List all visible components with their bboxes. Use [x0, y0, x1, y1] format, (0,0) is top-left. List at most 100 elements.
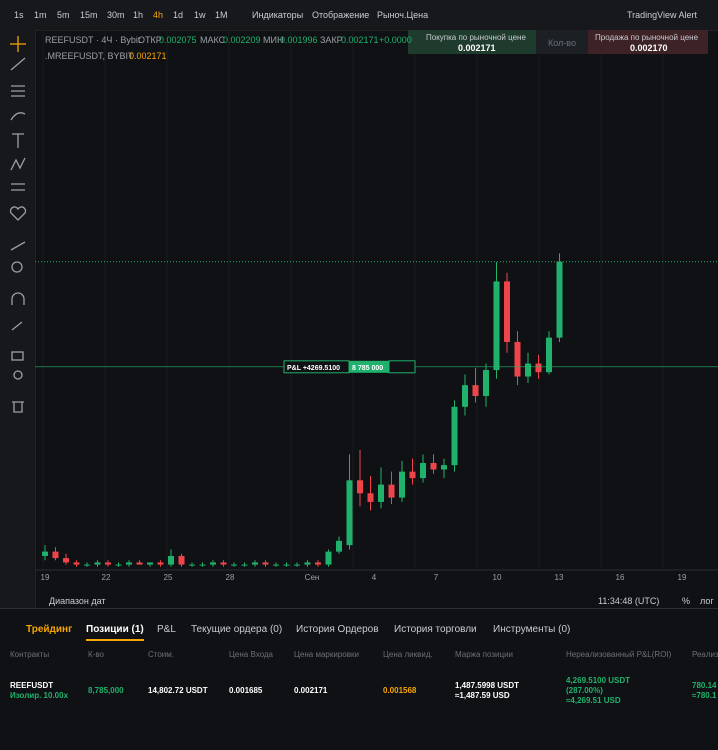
log-toggle[interactable]: лог	[700, 596, 714, 606]
table-cell: 0.002171	[294, 686, 328, 695]
menu-button[interactable]: Отображение	[312, 10, 370, 20]
tab[interactable]: История Ордеров	[296, 624, 379, 635]
candle-body	[430, 463, 437, 470]
candle-body	[262, 562, 269, 565]
table-cell: 0.001685	[229, 686, 263, 695]
candle-body	[441, 465, 447, 470]
candle-body	[273, 564, 279, 566]
candle-body	[315, 562, 321, 565]
candle-body	[546, 337, 552, 373]
candle-body	[178, 555, 185, 565]
x-axis-label: 22	[102, 573, 111, 582]
candle-body	[346, 480, 353, 546]
candle-body	[199, 564, 206, 566]
interval-button[interactable]: 4h	[153, 10, 164, 20]
tab[interactable]: Инструменты (0)	[493, 624, 571, 635]
interval-button[interactable]: 30m	[107, 10, 125, 20]
legend-symbol: .MREEFUSDT, BYBIT	[45, 51, 134, 61]
table-cell: 780.14	[692, 681, 717, 690]
candle-body	[231, 564, 237, 566]
tab[interactable]: P&L	[157, 624, 176, 635]
menu-button[interactable]: Индикаторы	[252, 10, 304, 20]
price-chart: P&L +4269.5100 8 785 000 19 22 25 28 Сен 4 7 10 13…	[35, 30, 718, 582]
interval-button[interactable]: 1m	[34, 10, 47, 20]
candle-body	[367, 493, 374, 502]
table-header: Реализ	[692, 650, 718, 659]
candle-body	[126, 562, 132, 565]
candle-body	[210, 562, 216, 565]
table-header: Цена маркировки	[294, 650, 359, 659]
candle-body	[105, 562, 111, 565]
legend-symbol: REEFUSDT · 4Ч · Bybit	[45, 35, 141, 45]
candle-body	[52, 551, 59, 559]
sell-price: 0.002170	[630, 43, 668, 53]
table-cell: 14,802.72 USDT	[148, 686, 208, 695]
table-cell: REEFUSDT	[10, 681, 54, 690]
table-cell: (287.00%)	[566, 686, 603, 695]
candle-body	[252, 562, 258, 565]
candle-body	[157, 562, 164, 565]
x-axis-label: 19	[41, 573, 50, 582]
tab[interactable]: История торговли	[394, 624, 477, 635]
x-axis-label: 16	[616, 573, 625, 582]
sell-button[interactable]	[588, 30, 708, 54]
candle-body	[147, 562, 153, 565]
table-cell: Изолир. 10.00x	[10, 691, 69, 700]
candle-body	[451, 406, 458, 466]
brand-tab: Трейдинг	[26, 624, 73, 635]
interval-button[interactable]: 1s	[14, 10, 24, 20]
buy-price: 0.002171	[458, 43, 496, 53]
candle-body	[189, 564, 195, 566]
tab[interactable]: Текущие ордера (0)	[191, 624, 283, 635]
clock: 11:34:48 (UTC)	[598, 596, 660, 606]
candle-body	[336, 540, 342, 552]
legend-value: 0.002171	[129, 51, 167, 61]
menu-button[interactable]: Рыноч.Цена	[377, 10, 429, 20]
close-box	[388, 360, 416, 374]
pnl-label: P&L +4269.5100	[287, 365, 340, 372]
candle-body	[514, 341, 521, 377]
legend-high: 0.002209	[223, 35, 261, 45]
interval-button[interactable]: 1w	[194, 10, 206, 20]
candle-body	[504, 281, 510, 342]
interval-button[interactable]: 5m	[57, 10, 70, 20]
candle-body	[94, 562, 101, 565]
interval-button[interactable]: 15m	[80, 10, 98, 20]
tab[interactable]: Позиции (1)	[86, 624, 144, 641]
x-axis-label: 13	[555, 573, 564, 582]
candle-body	[378, 484, 384, 502]
candle-body	[63, 558, 69, 563]
candle-body	[388, 484, 395, 498]
candle-body	[420, 463, 426, 479]
interval-button[interactable]: 1h	[133, 10, 144, 20]
interval-button[interactable]: 1d	[173, 10, 184, 20]
table-cell: 4,269.5100 USDT	[566, 676, 631, 685]
top-toolbar	[0, 0, 718, 31]
percent-toggle[interactable]: %	[682, 596, 691, 606]
candle-body	[84, 564, 90, 566]
candle-body	[462, 385, 468, 407]
x-axis-label: 7	[434, 573, 439, 582]
candle-body	[472, 385, 479, 396]
table-cell: ≈1,487.59 USD	[455, 691, 510, 700]
alert-button[interactable]: TradingView Alert	[627, 10, 698, 20]
candle-body	[493, 281, 500, 371]
table-header: Цена ликвид.	[383, 650, 433, 659]
sell-label: Продажа по рыночной цене	[595, 33, 699, 42]
table-cell: 1,487.5998 USDT	[455, 681, 520, 690]
qty-box	[349, 360, 389, 373]
buy-button[interactable]	[408, 30, 536, 54]
legend-low: 0.001996	[280, 35, 318, 45]
legend-high-label: МАКС	[200, 35, 226, 45]
candle-body	[73, 562, 80, 565]
candle-body	[220, 562, 227, 565]
candle-body	[409, 471, 416, 479]
legend-close: 0.002171	[341, 35, 379, 45]
candle-body	[325, 551, 332, 565]
candle-body	[294, 564, 300, 566]
candle-body	[535, 363, 542, 373]
order-panel	[408, 30, 708, 54]
date-range-button[interactable]: Диапазон дат	[49, 596, 106, 606]
interval-button[interactable]: 1M	[215, 10, 228, 20]
legend-open-label: ОТКР	[138, 35, 162, 45]
